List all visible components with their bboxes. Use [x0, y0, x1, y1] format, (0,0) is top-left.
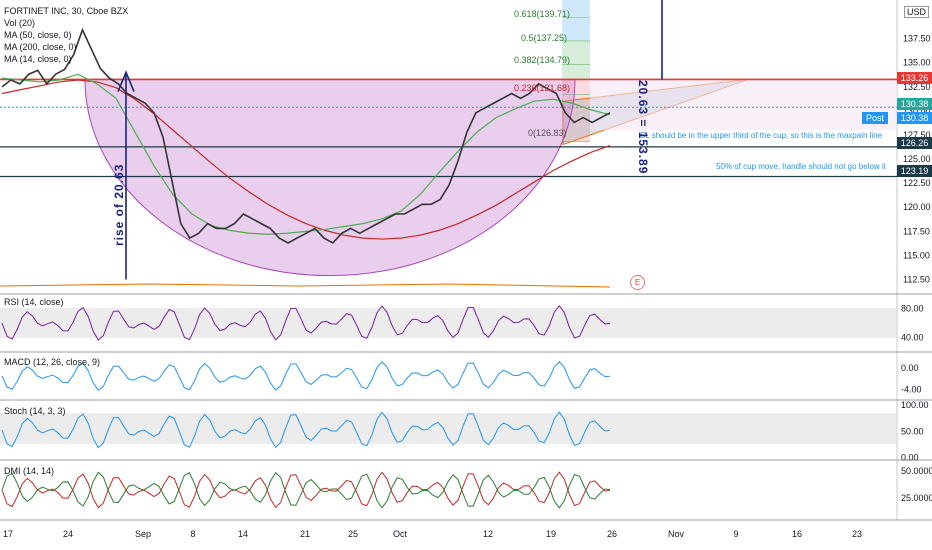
post-label: Post — [862, 112, 889, 124]
dmi-tick-label: 50.0000 — [901, 466, 932, 476]
macd-line — [1, 361, 611, 391]
legend-vol: Vol (20) — [4, 18, 36, 28]
x-tick-label: 23 — [852, 529, 862, 539]
dmi-label: DMI (14, 14) — [4, 466, 55, 476]
x-tick-label: 9 — [733, 529, 738, 539]
fib-0236: 0.236(131.68) — [514, 83, 571, 93]
y-tick-label: 125.00 — [903, 154, 931, 164]
earnings-marker[interactable]: E — [630, 275, 645, 290]
currency-badge[interactable]: USD — [904, 6, 930, 18]
fib-0382: 0.382(134.79) — [514, 55, 571, 65]
price-line — [1, 27, 611, 244]
stoch-tick-label: 100.00 — [901, 400, 929, 410]
fib-05: 0.5(137.25) — [521, 33, 568, 43]
projection-zone — [590, 79, 897, 131]
volume-line — [0, 283, 611, 288]
x-tick-label: 17 — [3, 529, 13, 539]
y-tick-label: 117.50 — [903, 226, 930, 236]
macd-tick-label: -4.00 — [901, 384, 922, 394]
y-tick-label: 135.00 — [903, 58, 931, 68]
y-tick-label: 137.50 — [903, 34, 931, 44]
cup-shape — [84, 78, 576, 277]
x-tick-label: 26 — [607, 529, 617, 539]
rsi-label: RSI (14, close) — [4, 297, 64, 307]
x-tick-label: 14 — [238, 529, 248, 539]
ma50-line — [1, 73, 611, 235]
rise-arrowhead — [117, 70, 135, 92]
y-tick-label: 132.50 — [903, 82, 931, 92]
y-tick-label: 122.50 — [903, 178, 931, 188]
target-annotation: 20.63 = 153.89 — [636, 80, 650, 175]
x-tick-label: Sep — [135, 529, 151, 539]
ma200-line — [1, 79, 611, 240]
dmi-plus-line — [1, 471, 611, 509]
x-tick-label: 21 — [300, 529, 310, 539]
y-tick-label: 127.50 — [903, 130, 931, 140]
y-tick-label: 130.00 — [903, 106, 931, 116]
dmi-line — [1, 471, 611, 509]
legend-ma200: MA (200, close, 0) — [4, 42, 77, 52]
x-tick-label: 12 — [483, 529, 493, 539]
price-tag-last: 130.38 — [897, 98, 932, 110]
x-tick-label: 8 — [190, 529, 195, 539]
dmi-tick-label: 25.0000 — [901, 493, 932, 503]
stoch-label: Stoch (14, 3, 3) — [4, 406, 66, 416]
macd-tick-label: 0.00 — [901, 363, 919, 373]
price-tag-post: 130.38 — [897, 112, 932, 124]
rsi-tick-label: 40.00 — [901, 333, 924, 343]
macd-label: MACD (12, 26, close, 9) — [4, 357, 101, 367]
sl-note: SL should be in the upper third of the c… — [640, 131, 883, 140]
price-tag-half: 123.19 — [897, 165, 932, 177]
x-tick-label: Oct — [393, 529, 408, 539]
x-tick-label: 24 — [63, 529, 73, 539]
legend-ma50: MA (50, close, 0) — [4, 30, 72, 40]
fib-0: 0(126.83) — [528, 128, 567, 138]
rsi-band — [0, 308, 897, 338]
x-tick-label: 16 — [792, 529, 802, 539]
x-tick-label: 25 — [348, 529, 358, 539]
fib-0618: 0.618(139.71) — [514, 9, 571, 19]
y-tick-label: 112.50 — [903, 275, 930, 285]
price-tag-resistance: 133.26 — [897, 72, 932, 84]
y-tick-label: 115.00 — [903, 250, 930, 260]
x-tick-label: Nov — [668, 529, 685, 539]
fib-zone-upper — [562, 40, 590, 80]
y-tick-label: 120.00 — [903, 202, 931, 212]
rsi-tick-label: 80.00 — [901, 304, 924, 314]
stoch-tick-label: 50.00 — [901, 426, 924, 436]
rsi-line — [1, 304, 611, 341]
price-tag-sl: 126.26 — [897, 137, 932, 149]
half-note: 50% of cup move, handle should not go be… — [716, 162, 886, 171]
symbol-title: FORTINET INC, 30, Cboe BZX — [4, 6, 129, 16]
legend-ma14: MA (14, close, 0) — [4, 54, 72, 64]
stoch-line — [1, 411, 611, 449]
x-tick-label: 19 — [546, 529, 556, 539]
fib-zone-top — [562, 0, 590, 41]
rise-annotation: rise of 20.63 — [112, 163, 126, 246]
stoch-tick-label: 0.00 — [901, 452, 919, 462]
